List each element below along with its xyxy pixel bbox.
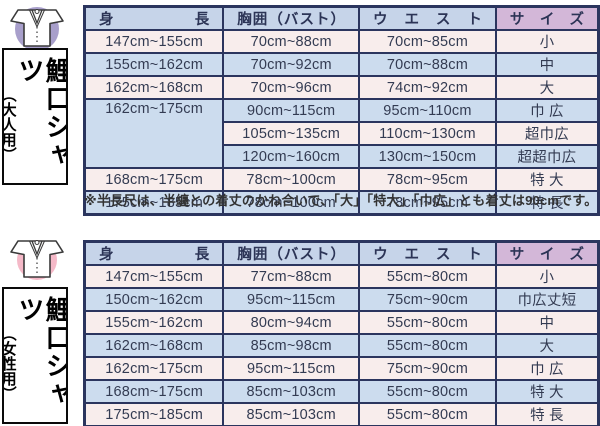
table-row: 162cm~168cm 85cm~98cm 55cm~80cm 大 (83, 333, 600, 358)
table-row: 162cm~175cm 90cm~115cm 95cm~110cm 巾 広 (83, 98, 600, 169)
table-cell: 175cm~185cm (83, 190, 225, 216)
column-header: 胸囲（バスト） (222, 5, 361, 31)
table-cell: 巾広丈短 (494, 287, 600, 312)
table-cell: 75cm~90cm (358, 287, 497, 312)
table-cell: 74cm~92cm (358, 75, 497, 100)
table-cell: 168cm~175cm (83, 167, 225, 192)
product-title: 鯉口シャツ (14, 296, 68, 408)
table-row: 105cm~135cm 110cm~130cm 超巾広 (85, 121, 600, 146)
table-cell: 95cm~115cm (222, 356, 361, 381)
table-cell: 78cm~100cm (222, 167, 361, 192)
table-cell: 特 大 (494, 167, 600, 192)
table-cell: 110cm~130cm (358, 121, 497, 146)
table-cell: 120cm~160cm (222, 144, 361, 169)
table-cell: 中 (494, 52, 600, 77)
table-cell: 小 (494, 29, 600, 54)
women-size-table: 身長 胸囲（バスト） ウエスト サイズ 147cm~155cm 77cm~88cm 55cm… (83, 240, 600, 426)
table-cell: 85cm~103cm (222, 379, 361, 404)
table-cell: 95cm~115cm (222, 287, 361, 312)
table-cell: 55cm~80cm (358, 310, 497, 335)
table-cell: 55cm~80cm (358, 333, 497, 358)
table-cell: 70cm~96cm (222, 75, 361, 100)
table-cell: 70cm~88cm (358, 52, 497, 77)
table-row: 150cm~162cm 95cm~115cm 75cm~90cm 巾広丈短 (83, 287, 600, 312)
table-cell: 78cm~95cm (358, 167, 497, 192)
table-row: 168cm~175cm 78cm~100cm 78cm~95cm 特 大 (83, 167, 600, 192)
table-cell: 巾 広 (494, 356, 600, 381)
table-cell: 162cm~168cm (83, 75, 225, 100)
table-cell: 55cm~80cm (358, 379, 497, 404)
shirt-icon (6, 233, 64, 283)
table-cell: 特 長 (494, 402, 600, 426)
table-cell: 155cm~162cm (83, 310, 225, 335)
table-row: 175cm~185cm 78cm~100cm 78cm~95cm 特 長 (83, 190, 600, 216)
table-cell: 70cm~88cm (222, 29, 361, 54)
table-cell: 大 (494, 75, 600, 100)
table-cell: 小 (494, 264, 600, 289)
footnote: ※半長尺は、半纏との着丈のかね合いで、「大」「特大」「巾広」とも着丈は90cmで… (84, 193, 598, 208)
table-cell: 147cm~155cm (83, 29, 225, 54)
table-cell: 70cm~85cm (358, 29, 497, 54)
table-cell: 130cm~150cm (358, 144, 497, 169)
table-row: 155cm~162cm 80cm~94cm 55cm~80cm 中 (83, 310, 600, 335)
table-cell: 147cm~155cm (83, 264, 225, 289)
table-row: 168cm~175cm 85cm~103cm 55cm~80cm 特 大 (83, 379, 600, 404)
table-cell: 80cm~94cm (222, 310, 361, 335)
table-cell: 特 大 (494, 379, 600, 404)
product-subtitle: （大人用） (2, 87, 17, 162)
column-header: サイズ (494, 240, 600, 266)
table-cell: 85cm~98cm (222, 333, 361, 358)
table-cell: 大 (494, 333, 600, 358)
product-title: 鯉口シャツ (14, 57, 68, 169)
table-cell: 巾 広 (494, 98, 600, 123)
table-row: 147cm~155cm 70cm~88cm 70cm~85cm 小 (83, 29, 600, 54)
table-cell: 85cm~103cm (222, 402, 361, 426)
table-cell: 特 長 (494, 190, 600, 216)
table-cell: 70cm~92cm (222, 52, 361, 77)
table-cell: 150cm~162cm (83, 287, 225, 312)
table-cell: 95cm~110cm (358, 98, 497, 123)
table-row: 162cm~168cm 70cm~96cm 74cm~92cm 大 (83, 75, 600, 100)
column-header: ウエスト (358, 240, 497, 266)
table-cell: 78cm~95cm (358, 190, 497, 216)
table-cell: 175cm~185cm (83, 402, 225, 426)
column-header: 身長 (83, 5, 225, 31)
table-cell: 55cm~80cm (358, 402, 497, 426)
table-cell: 162cm~175cm (83, 356, 225, 381)
header-row: 身長 胸囲（バスト） ウエスト サイズ (83, 5, 600, 31)
column-header: ウエスト (358, 5, 497, 31)
table-cell: 77cm~88cm (222, 264, 361, 289)
table-cell: 162cm~168cm (83, 333, 225, 358)
column-header: 身長 (83, 240, 225, 266)
table-cell: 90cm~115cm (222, 98, 361, 123)
table-cell: 78cm~100cm (222, 190, 361, 216)
table-cell: 75cm~90cm (358, 356, 497, 381)
table-cell: 155cm~162cm (83, 52, 225, 77)
table-row: 147cm~155cm 77cm~88cm 55cm~80cm 小 (83, 264, 600, 289)
table-row: 120cm~160cm 130cm~150cm 超超巾広 (85, 144, 600, 169)
label-box-adult: 鯉口シャツ （大人用） (2, 48, 68, 185)
table-cell: 中 (494, 310, 600, 335)
table-cell: 55cm~80cm (358, 264, 497, 289)
table-cell: 105cm~135cm (222, 121, 361, 146)
table-cell: 168cm~175cm (83, 379, 225, 404)
table-row: 175cm~185cm 85cm~103cm 55cm~80cm 特 長 (83, 402, 600, 426)
column-header: サイズ (494, 5, 600, 31)
table-cell: 超巾広 (494, 121, 600, 146)
table-cell: 超超巾広 (494, 144, 600, 169)
column-header: 胸囲（バスト） (222, 240, 361, 266)
label-box-women: 鯉口シャツ （女性用） (2, 287, 68, 424)
table-row: 155cm~162cm 70cm~92cm 70cm~88cm 中 (83, 52, 600, 77)
shirt-icon (6, 2, 64, 52)
adult-size-table: 身長 胸囲（バスト） ウエスト サイズ 147cm~155cm 70cm~88cm 70cm… (83, 5, 600, 216)
product-subtitle: （女性用） (2, 326, 17, 401)
table-row: 162cm~175cm 95cm~115cm 75cm~90cm 巾 広 (83, 356, 600, 381)
table-cell: 162cm~175cm (83, 98, 225, 169)
header-row: 身長 胸囲（バスト） ウエスト サイズ (83, 240, 600, 266)
